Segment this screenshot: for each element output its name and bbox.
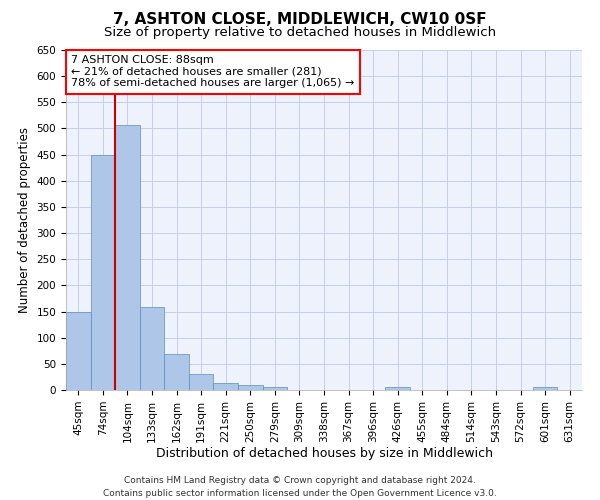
Bar (385, 387, 410, 390)
Bar (66, 312, 91, 390)
Bar (189, 374, 214, 390)
Bar (214, 383, 238, 390)
Bar (263, 388, 287, 390)
Bar (238, 386, 263, 390)
Bar (140, 307, 164, 390)
Bar (533, 387, 557, 390)
Bar (91, 154, 115, 390)
Bar (115, 125, 140, 390)
Text: Contains HM Land Registry data © Crown copyright and database right 2024.
Contai: Contains HM Land Registry data © Crown c… (103, 476, 497, 498)
X-axis label: Distribution of detached houses by size in Middlewich: Distribution of detached houses by size … (155, 448, 493, 460)
Text: Size of property relative to detached houses in Middlewich: Size of property relative to detached ho… (104, 26, 496, 39)
Text: 7 ASHTON CLOSE: 88sqm
← 21% of detached houses are smaller (281)
78% of semi-det: 7 ASHTON CLOSE: 88sqm ← 21% of detached … (71, 55, 355, 88)
Text: 7, ASHTON CLOSE, MIDDLEWICH, CW10 0SF: 7, ASHTON CLOSE, MIDDLEWICH, CW10 0SF (113, 12, 487, 28)
Bar (164, 354, 189, 390)
Y-axis label: Number of detached properties: Number of detached properties (18, 127, 31, 313)
